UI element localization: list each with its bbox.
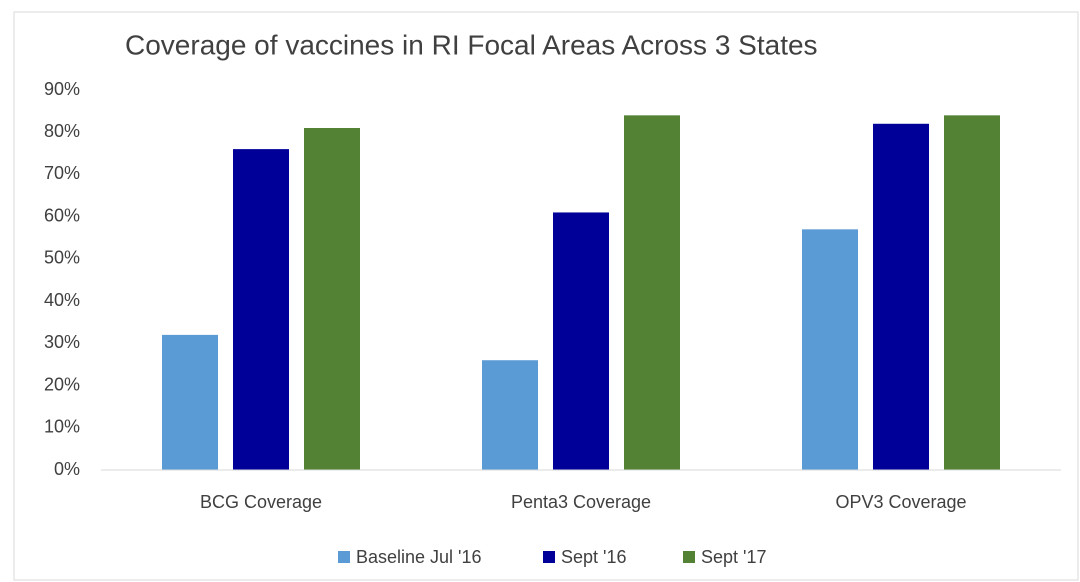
- legend-label: Baseline Jul '16: [356, 547, 482, 567]
- y-tick-label: 30%: [44, 332, 80, 352]
- legend-swatch: [683, 551, 695, 563]
- x-tick-label: BCG Coverage: [200, 492, 322, 512]
- bar: [482, 360, 538, 470]
- bar: [233, 149, 289, 470]
- y-tick-label: 70%: [44, 163, 80, 183]
- y-tick-label: 20%: [44, 374, 80, 394]
- chart-title: Coverage of vaccines in RI Focal Areas A…: [125, 29, 818, 60]
- bar: [802, 229, 858, 470]
- bar: [944, 115, 1000, 470]
- legend-swatch: [338, 551, 350, 563]
- bar: [553, 212, 609, 470]
- legend-label: Sept '16: [561, 547, 627, 567]
- y-tick-label: 0%: [54, 459, 80, 479]
- x-tick-label: OPV3 Coverage: [835, 492, 966, 512]
- y-tick-label: 60%: [44, 205, 80, 225]
- x-tick-label: Penta3 Coverage: [511, 492, 651, 512]
- y-tick-label: 50%: [44, 248, 80, 268]
- bar: [162, 334, 218, 470]
- bar: [624, 115, 680, 470]
- y-tick-label: 10%: [44, 417, 80, 437]
- y-tick-label: 80%: [44, 121, 80, 141]
- legend-swatch: [543, 551, 555, 563]
- legend-label: Sept '17: [701, 547, 767, 567]
- y-tick-label: 90%: [44, 79, 80, 99]
- bar: [873, 123, 929, 471]
- bar: [304, 128, 360, 470]
- y-tick-label: 40%: [44, 290, 80, 310]
